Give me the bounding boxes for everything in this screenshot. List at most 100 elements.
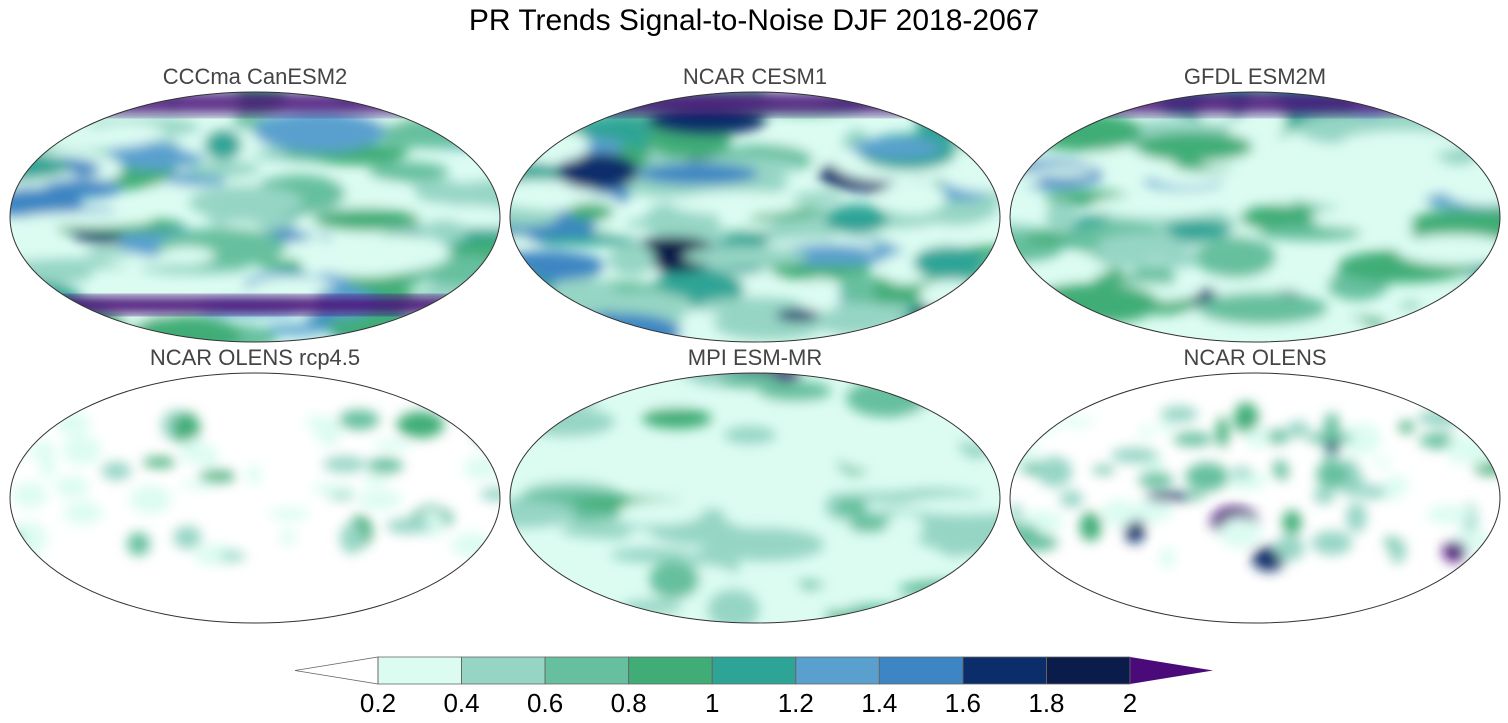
field-blob <box>315 416 342 447</box>
field-blob <box>618 500 703 525</box>
field-blob <box>911 92 947 112</box>
field-blob <box>608 242 655 277</box>
field-blob <box>1341 92 1474 106</box>
panel-title: CCCma CanESM2 <box>163 64 348 89</box>
field-blob <box>199 470 236 483</box>
field-blob <box>1095 232 1184 261</box>
colorbar-tick-label: 1.6 <box>945 688 981 718</box>
field-blob <box>39 455 56 478</box>
colorbar-tick-label: 2 <box>1123 688 1137 718</box>
field-blob <box>593 322 634 340</box>
field-blob <box>480 487 500 501</box>
field-blob <box>1059 490 1084 508</box>
field-blob <box>142 457 177 468</box>
field-blob <box>368 161 449 182</box>
field-blob <box>559 315 601 342</box>
field-blob <box>514 396 600 408</box>
colorbar-box <box>377 656 462 685</box>
field-blob <box>1079 512 1102 542</box>
field-blob <box>204 129 242 161</box>
map-texture <box>10 404 500 566</box>
field-blob <box>510 301 565 313</box>
field-blob <box>825 204 888 235</box>
field-blob <box>1340 130 1466 155</box>
field-blob <box>129 315 242 342</box>
field-blob <box>510 128 590 163</box>
field-blob <box>562 573 645 599</box>
field-blob <box>1010 171 1041 187</box>
field-blob <box>463 456 500 481</box>
colorbar-tick-label: 1.2 <box>778 688 814 718</box>
colorbar-box <box>544 656 630 685</box>
field-blob <box>1394 302 1428 338</box>
field-blob <box>1231 467 1253 479</box>
field-blob <box>10 404 31 436</box>
field-blob <box>1159 547 1175 569</box>
field-blob <box>879 606 919 623</box>
field-blob <box>1202 322 1339 334</box>
field-blob <box>1195 236 1276 278</box>
field-blob <box>279 529 297 545</box>
field-blob <box>770 393 801 431</box>
colorbar-tick-label: 0.2 <box>360 688 396 718</box>
field-blob <box>63 501 103 525</box>
field-blob <box>626 375 703 408</box>
panel-title: GFDL ESM2M <box>1184 64 1326 89</box>
field-blob <box>1448 433 1464 465</box>
field-blob <box>510 204 560 227</box>
field-blob <box>1163 219 1231 241</box>
field-blob <box>1274 535 1305 561</box>
field-blob <box>338 409 380 430</box>
map-field <box>510 373 1000 623</box>
field-blob <box>560 467 621 479</box>
field-blob <box>1471 277 1500 309</box>
field-blob <box>642 407 712 429</box>
field-blob <box>516 407 615 437</box>
field-blob <box>1010 301 1038 325</box>
field-blob <box>510 373 555 400</box>
field-blob <box>775 309 820 322</box>
field-blob <box>51 101 89 128</box>
colorbar-tick-label: 0.4 <box>443 688 479 718</box>
field-blob <box>850 138 942 158</box>
field-blob <box>510 250 606 283</box>
field-blob <box>1429 313 1495 340</box>
field-blob <box>670 191 807 215</box>
field-blob <box>378 93 494 114</box>
field-blob <box>1218 517 1263 549</box>
map-outline <box>509 91 1001 343</box>
field-blob <box>372 439 413 451</box>
field-blob <box>898 579 1000 599</box>
field-blob <box>939 602 972 623</box>
field-blob <box>1197 292 1328 325</box>
field-blob <box>106 141 205 170</box>
field-blob <box>927 329 1000 342</box>
field-blob <box>54 475 90 498</box>
field-blob <box>1340 482 1367 497</box>
field-blob <box>1239 204 1318 231</box>
panel-title: MPI ESM-MR <box>688 345 822 370</box>
field-blob <box>1340 423 1382 455</box>
field-blob <box>1313 486 1335 505</box>
field-blob <box>29 113 69 125</box>
field-blob <box>510 110 552 129</box>
field-blob <box>386 518 432 534</box>
field-blob <box>879 180 946 215</box>
map-texture <box>510 92 1000 342</box>
map-texture <box>1010 92 1500 342</box>
field-blob <box>12 482 48 509</box>
field-blob <box>10 521 48 553</box>
field-blob <box>1398 421 1415 433</box>
field-blob <box>1045 199 1077 235</box>
field-blob <box>1026 92 1087 106</box>
field-blob <box>1282 510 1302 535</box>
field-blob <box>886 513 924 543</box>
map-texture <box>510 373 1000 623</box>
field-blob <box>1029 408 1055 436</box>
colorbar-box <box>628 656 713 685</box>
field-blob <box>358 489 403 510</box>
field-blob <box>1172 432 1214 447</box>
colorbar-tick-label: 0.6 <box>527 688 563 718</box>
field-blob <box>1101 499 1138 527</box>
field-blob <box>1135 132 1253 162</box>
